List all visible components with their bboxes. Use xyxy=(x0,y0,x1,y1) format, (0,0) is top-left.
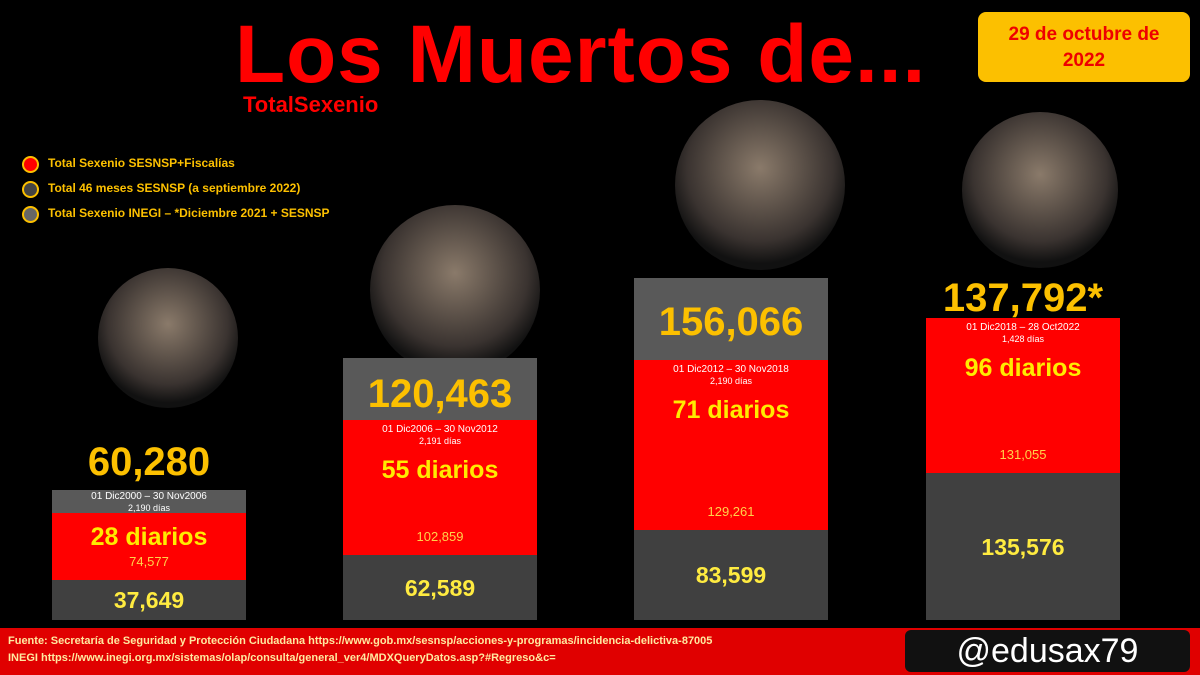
total: 60,280 xyxy=(87,440,211,484)
source-line: Fuente: Secretaría de Seguridad y Protec… xyxy=(8,635,713,647)
total: 120,463 xyxy=(367,372,513,416)
subtitle: TotalSexenio xyxy=(243,92,379,117)
daily: 28 diarios xyxy=(90,523,208,551)
legend-text: Total 46 meses SESNSP (a septiembre 2022… xyxy=(48,181,301,195)
legend-dot xyxy=(22,206,39,223)
total: 137,792* xyxy=(942,276,1104,320)
legend-dot xyxy=(22,156,39,173)
days: 2,191 días xyxy=(418,436,462,446)
photo xyxy=(370,205,540,375)
photo xyxy=(98,268,238,408)
gray-bottom xyxy=(926,473,1120,620)
days: 2,190 días xyxy=(127,503,171,513)
red-value: 131,055 xyxy=(999,447,1047,462)
footer: Fuente: Secretaría de Seguridad y Protec… xyxy=(0,628,1200,675)
gray-top xyxy=(52,490,246,513)
date-range: 01 Dic2000 – 30 Nov2006 xyxy=(91,491,207,502)
title: Los Muertos de... xyxy=(235,9,927,100)
red-value: 74,577 xyxy=(129,554,169,569)
photo xyxy=(962,112,1118,268)
legend-text: Total Sexenio INEGI – *Diciembre 2021 + … xyxy=(48,206,330,220)
days: 1,428 días xyxy=(1001,334,1045,344)
gray-bottom xyxy=(52,580,246,620)
photo xyxy=(675,100,845,270)
source-line: INEGI https://www.inegi.org.mx/sistemas/… xyxy=(8,652,556,664)
legend-text: Total Sexenio SESNSP+Fiscalías xyxy=(48,156,235,170)
date-box: 29 de octubre de 2022 xyxy=(978,12,1190,82)
date-range: 01 Dic2012 – 30 Nov2018 xyxy=(673,364,789,375)
gray-bottom xyxy=(343,555,537,620)
daily: 55 diarios xyxy=(381,456,499,484)
gray-value: 62,589 xyxy=(404,574,476,601)
sources: Fuente: Secretaría de Seguridad y Protec… xyxy=(8,633,712,667)
red-block xyxy=(52,513,246,580)
date-range: 01 Dic2018 – 28 Oct2022 xyxy=(966,322,1080,333)
gray-value: 135,576 xyxy=(981,533,1065,560)
handle: @edusax79 xyxy=(905,630,1190,672)
gray-value: 37,649 xyxy=(113,587,185,613)
date-range: 01 Dic2006 – 30 Nov2012 xyxy=(382,424,498,435)
total: 156,066 xyxy=(658,300,804,344)
red-value: 129,261 xyxy=(707,504,755,519)
gray-bottom xyxy=(634,530,828,620)
gray-value: 83,599 xyxy=(695,562,767,588)
red-value: 102,859 xyxy=(416,529,464,544)
red-block xyxy=(634,360,828,530)
daily: 96 diarios xyxy=(964,354,1082,382)
gray-top xyxy=(634,278,828,360)
red-block xyxy=(343,420,537,555)
legend-dot xyxy=(22,181,39,198)
gray-top xyxy=(343,358,537,420)
daily: 71 diarios xyxy=(672,396,790,424)
days: 2,190 días xyxy=(709,376,753,386)
red-block xyxy=(926,318,1120,473)
